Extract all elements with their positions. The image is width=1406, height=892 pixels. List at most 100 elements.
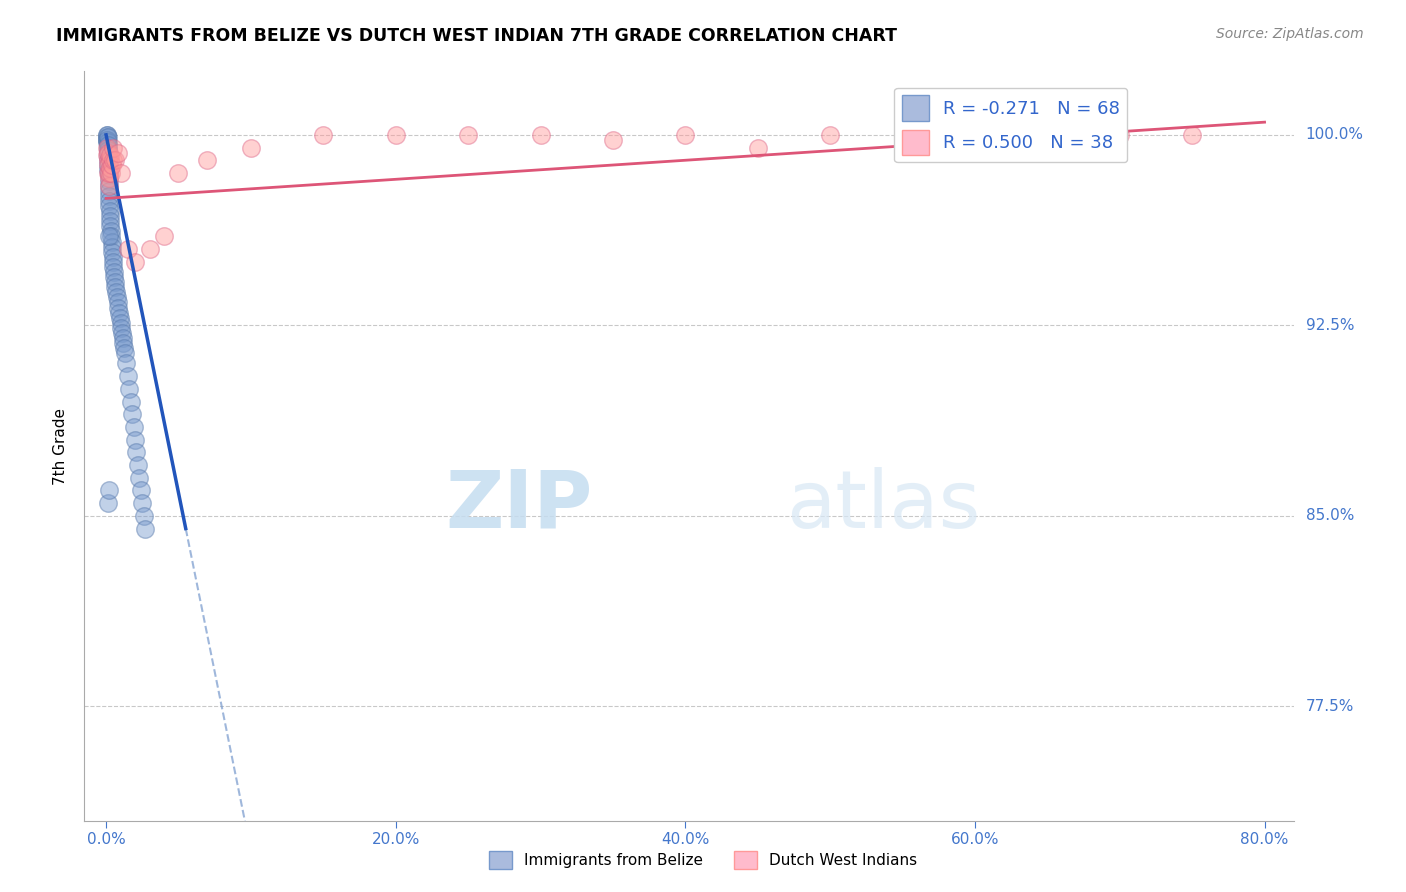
Point bbox=[120, 394, 142, 409]
Point bbox=[97, 163, 120, 178]
Point bbox=[110, 166, 132, 180]
Point bbox=[98, 189, 121, 203]
Text: 77.5%: 77.5% bbox=[1306, 698, 1354, 714]
Point bbox=[125, 445, 148, 459]
Point bbox=[112, 341, 135, 355]
Point bbox=[98, 229, 121, 244]
Point bbox=[97, 138, 120, 153]
Point bbox=[101, 244, 124, 259]
Point bbox=[98, 204, 121, 219]
Point bbox=[98, 178, 121, 193]
Point bbox=[98, 153, 121, 168]
Point bbox=[96, 148, 118, 162]
Point bbox=[673, 128, 696, 142]
Point bbox=[457, 128, 479, 142]
Point bbox=[100, 229, 122, 244]
Point bbox=[97, 173, 120, 187]
Point bbox=[104, 153, 127, 168]
Point bbox=[197, 153, 219, 168]
Point bbox=[98, 161, 121, 175]
Point bbox=[384, 128, 406, 142]
Point bbox=[963, 128, 986, 142]
Point bbox=[124, 255, 146, 269]
Point bbox=[100, 219, 122, 234]
Point bbox=[134, 522, 156, 536]
Point bbox=[118, 382, 141, 396]
Point bbox=[98, 166, 121, 180]
Point bbox=[107, 295, 129, 310]
Point bbox=[96, 128, 118, 142]
Point bbox=[97, 148, 120, 162]
Point bbox=[103, 260, 125, 274]
Point bbox=[124, 433, 146, 447]
Point bbox=[97, 169, 120, 183]
Point bbox=[97, 158, 120, 172]
Point bbox=[97, 496, 120, 510]
Point bbox=[100, 235, 122, 249]
Point bbox=[100, 166, 122, 180]
Point bbox=[103, 140, 125, 154]
Point bbox=[98, 209, 121, 223]
Point bbox=[117, 369, 139, 384]
Point bbox=[312, 128, 335, 142]
Point bbox=[818, 128, 841, 142]
Point bbox=[98, 483, 121, 498]
Point bbox=[96, 140, 118, 154]
Legend: R = -0.271   N = 68, R = 0.500   N = 38: R = -0.271 N = 68, R = 0.500 N = 38 bbox=[894, 88, 1128, 162]
Point bbox=[107, 145, 129, 160]
Text: 92.5%: 92.5% bbox=[1306, 318, 1354, 333]
Point bbox=[131, 496, 153, 510]
Point bbox=[138, 242, 160, 256]
Point bbox=[117, 242, 139, 256]
Point bbox=[110, 321, 132, 335]
Point bbox=[127, 458, 149, 472]
Point bbox=[101, 153, 124, 168]
Point bbox=[128, 471, 150, 485]
Point bbox=[1181, 128, 1204, 142]
Point bbox=[239, 140, 262, 154]
Point bbox=[108, 310, 131, 325]
Point bbox=[96, 140, 118, 154]
Point bbox=[167, 166, 190, 180]
Point bbox=[96, 136, 118, 150]
Text: Source: ZipAtlas.com: Source: ZipAtlas.com bbox=[1216, 27, 1364, 41]
Point bbox=[100, 224, 122, 238]
Point bbox=[111, 331, 134, 345]
Point bbox=[97, 143, 120, 157]
Text: atlas: atlas bbox=[786, 467, 980, 545]
Legend: Immigrants from Belize, Dutch West Indians: Immigrants from Belize, Dutch West India… bbox=[482, 845, 924, 875]
Point bbox=[96, 136, 118, 150]
Point bbox=[891, 128, 914, 142]
Point bbox=[104, 280, 127, 294]
Point bbox=[115, 356, 138, 370]
Point bbox=[96, 130, 118, 145]
Point bbox=[103, 270, 125, 285]
Point bbox=[1108, 128, 1130, 142]
Point bbox=[747, 140, 769, 154]
Point bbox=[97, 166, 120, 180]
Point bbox=[96, 130, 118, 145]
Point bbox=[96, 153, 118, 168]
Point bbox=[602, 133, 624, 147]
Point bbox=[107, 301, 129, 315]
Point bbox=[132, 508, 155, 523]
Point bbox=[101, 158, 124, 172]
Point bbox=[97, 145, 120, 160]
Point bbox=[104, 275, 127, 289]
Point bbox=[110, 316, 132, 330]
Point bbox=[114, 346, 136, 360]
Point bbox=[100, 148, 122, 162]
Point bbox=[98, 184, 121, 198]
Point bbox=[105, 290, 128, 304]
Point bbox=[529, 128, 551, 142]
Point bbox=[122, 420, 145, 434]
Point bbox=[97, 153, 120, 168]
Text: 100.0%: 100.0% bbox=[1306, 128, 1364, 143]
Point bbox=[121, 407, 143, 421]
Point bbox=[112, 336, 135, 351]
Text: ZIP: ZIP bbox=[444, 467, 592, 545]
Point bbox=[98, 214, 121, 228]
Point bbox=[103, 265, 125, 279]
Point bbox=[153, 229, 176, 244]
Point bbox=[98, 194, 121, 208]
